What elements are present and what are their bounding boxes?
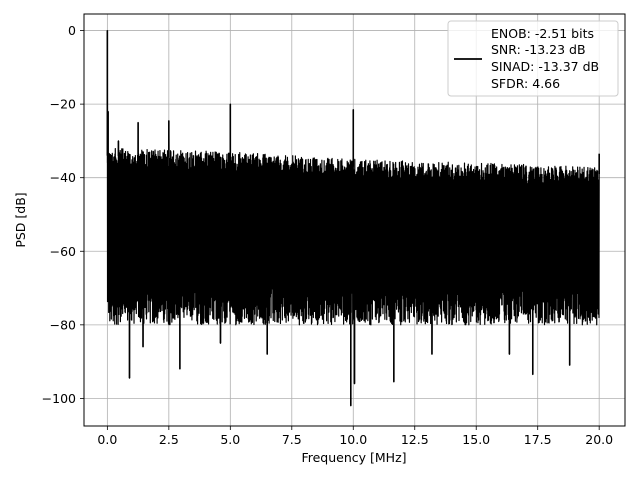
psd-trace <box>106 29 600 407</box>
y-tick-label: −80 <box>50 317 76 332</box>
y-tick-label: −40 <box>50 170 76 185</box>
y-tick-label: −100 <box>42 391 76 406</box>
x-tick-label: 7.5 <box>282 432 302 447</box>
x-tick-label: 5.0 <box>220 432 240 447</box>
x-tick-label: 2.5 <box>159 432 179 447</box>
x-axis: 0.0 2.5 5.0 7.5 10.0 12.5 15.0 17.5 20.0 <box>97 426 613 447</box>
legend: ENOB: -2.51 bits SNR: -13.23 dB SINAD: -… <box>447 20 619 97</box>
x-tick-label: 15.0 <box>462 432 490 447</box>
x-tick-label: 0.0 <box>97 432 117 447</box>
legend-line-3: SINAD: -13.37 dB <box>491 59 599 74</box>
legend-line-2: SNR: -13.23 dB <box>491 42 586 57</box>
y-tick-label: 0 <box>68 23 76 38</box>
x-tick-label: 10.0 <box>339 432 367 447</box>
x-tick-label: 20.0 <box>585 432 613 447</box>
legend-line-1: ENOB: -2.51 bits <box>491 26 594 41</box>
y-tick-label: −20 <box>50 97 76 112</box>
x-tick-label: 17.5 <box>524 432 552 447</box>
y-axis: 0 −20 −40 −60 −80 −100 <box>42 23 84 406</box>
axes-frame <box>83 13 626 427</box>
x-tick-label: 12.5 <box>401 432 429 447</box>
legend-box <box>447 20 619 97</box>
y-tick-label: −60 <box>50 244 76 259</box>
legend-line-4: SFDR: 4.66 <box>491 76 560 91</box>
x-axis-label: Frequency [MHz] <box>301 450 406 465</box>
plot-area <box>106 29 600 407</box>
y-axis-label: PSD [dB] <box>13 192 28 247</box>
